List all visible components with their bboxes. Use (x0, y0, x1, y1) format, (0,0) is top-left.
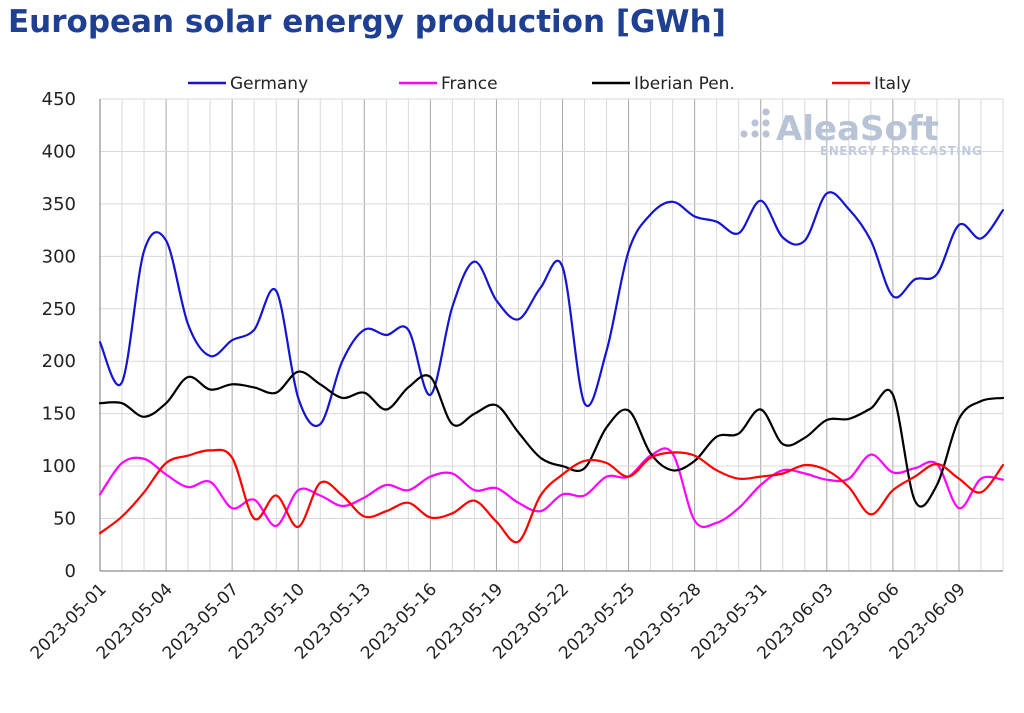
legend-item: Germany (188, 74, 308, 94)
y-tick-label: 300 (42, 246, 76, 267)
legend-item: Italy (832, 74, 911, 94)
y-tick-label: 150 (42, 404, 76, 425)
legend: Germany France Iberian Pen. Italy (188, 74, 911, 94)
y-tick-label: 450 (42, 89, 76, 110)
aleasoft-logo-icon (740, 108, 770, 138)
series-line-italy (98, 448, 1005, 544)
watermark: AleaSoft ENERGY FORECASTING (740, 108, 982, 158)
y-tick-label: 50 (53, 509, 76, 530)
grid-lines (99, 98, 1004, 572)
series-line-germany (98, 191, 1005, 427)
series-line-iberian-pen (98, 370, 1005, 508)
y-tick-label: 350 (42, 194, 76, 215)
watermark-brand: AleaSoft (776, 109, 939, 149)
y-tick-label: 250 (42, 299, 76, 320)
legend-label: Germany (230, 74, 308, 94)
y-tick-label: 0 (65, 561, 76, 582)
legend-item: France (399, 74, 498, 94)
series-line-france (98, 447, 1005, 529)
axes: 0501001502002503003504004502023-05-01202… (27, 89, 1003, 664)
y-tick-label: 200 (42, 351, 76, 372)
y-tick-label: 100 (42, 456, 76, 477)
legend-label: Iberian Pen. (634, 74, 735, 94)
legend-label: Italy (874, 74, 911, 94)
legend-item: Iberian Pen. (592, 74, 735, 94)
chart-title: European solar energy production [GWh] (8, 4, 726, 40)
watermark-tagline: ENERGY FORECASTING (820, 144, 982, 158)
legend-label: France (441, 74, 498, 94)
series-lines (98, 191, 1005, 544)
y-tick-label: 400 (42, 141, 76, 162)
